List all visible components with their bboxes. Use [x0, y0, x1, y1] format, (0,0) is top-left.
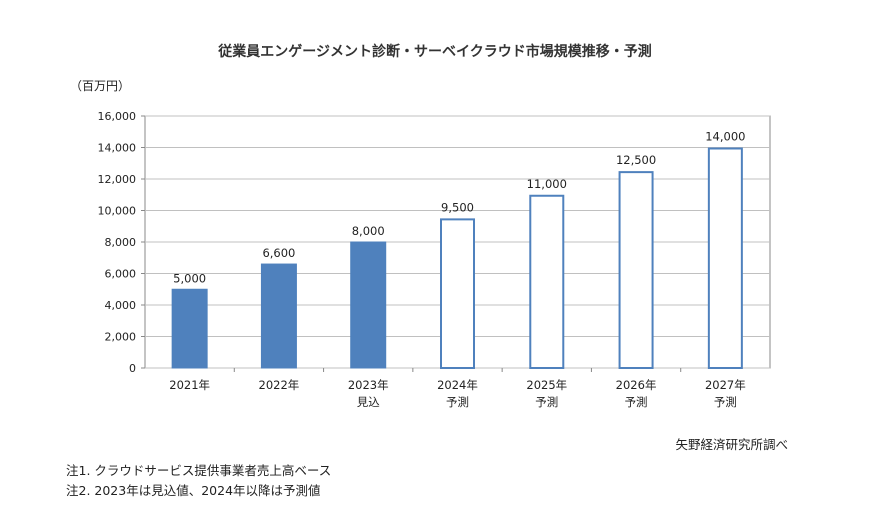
y-tick-label: 12,000 [98, 173, 137, 186]
x-tick-label: 2022年 [259, 378, 300, 392]
x-tick-label: 2025年 [526, 378, 567, 392]
bar [529, 194, 565, 369]
y-tick-label: 2,000 [105, 331, 137, 344]
data-label: 11,000 [527, 177, 567, 191]
note-2: 注2. 2023年は見込値、2024年以降は予測値 [66, 483, 321, 498]
note-1: 注1. クラウドサービス提供事業者売上高ベース [66, 463, 332, 478]
y-tick-label: 10,000 [98, 205, 137, 218]
y-tick-label: 16,000 [98, 110, 137, 123]
data-label: 5,000 [173, 271, 206, 285]
bar [350, 241, 387, 369]
data-label: 8,000 [352, 224, 385, 238]
bar [618, 171, 654, 369]
x-tick-label: 2021年 [169, 378, 210, 392]
y-tick-label: 14,000 [98, 142, 137, 155]
y-tick-label: 0 [129, 362, 136, 375]
data-label: 12,500 [616, 153, 656, 167]
bar [440, 218, 475, 369]
y-tick-label: 6,000 [105, 268, 137, 281]
x-tick-label: 予測 [535, 395, 558, 409]
bar [707, 147, 743, 369]
data-label: 9,500 [441, 200, 474, 214]
x-tick-label: 予測 [625, 395, 648, 409]
x-tick-label: 2026年 [616, 378, 657, 392]
data-label: 14,000 [705, 130, 745, 144]
x-tick-label: 2024年 [437, 378, 478, 392]
x-tick-label: 2023年 [348, 378, 389, 392]
source-credit: 矢野経済研究所調べ [675, 437, 788, 452]
x-tick-label: 見込 [357, 395, 380, 409]
bar [171, 288, 208, 369]
x-tick-label: 2027年 [705, 378, 746, 392]
bar [260, 263, 297, 369]
x-tick-label: 予測 [714, 395, 737, 409]
y-tick-label: 4,000 [105, 299, 137, 312]
y-unit-label: （百万円） [70, 79, 130, 93]
x-tick-label: 予測 [446, 395, 469, 409]
chart-title: 従業員エンゲージメント診断・サーベイクラウド市場規模推移・予測 [217, 43, 651, 60]
y-tick-label: 8,000 [105, 236, 137, 249]
data-label: 6,600 [262, 246, 295, 260]
